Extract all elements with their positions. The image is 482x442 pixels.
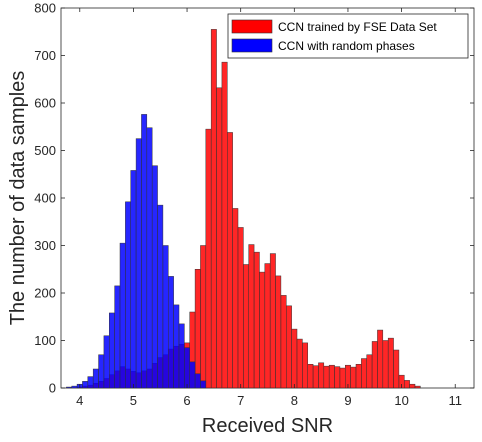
histogram-bar-ccn-with-random-phases-5 [92,368,99,389]
histogram-bar-ccn-trained-by-fse-data-set-55 [371,341,378,389]
histogram-bar-ccn-trained-by-fse-data-set-52 [355,364,362,389]
y-tick-label-200: 200 [34,286,56,301]
histogram-bar-ccn-with-random-phases-23 [189,361,196,389]
histogram-bar-ccn-with-random-phases-10 [119,242,126,389]
histogram-bar-ccn-trained-by-fse-data-set-29 [232,208,239,389]
histogram-bar-ccn-with-random-phases-1 [71,385,78,389]
histogram-bar-ccn-trained-by-fse-data-set-30 [237,227,244,389]
histogram-bar-ccn-trained-by-fse-data-set-27 [221,61,228,389]
legend-label-fse: CCN trained by FSE Data Set [278,20,437,34]
y-tick-label-600: 600 [34,96,56,111]
histogram-bar-ccn-trained-by-fse-data-set-53 [361,358,367,389]
histogram-bar-ccn-trained-by-fse-data-set-63 [414,385,421,389]
histogram-bar-ccn-trained-by-fse-data-set-31 [243,264,249,389]
histogram-bar-ccn-trained-by-fse-data-set-38 [280,295,287,389]
histogram-bar-ccn-trained-by-fse-data-set-25 [210,29,217,389]
histogram-bar-ccn-trained-by-fse-data-set-47 [328,364,335,389]
y-tick-label-300: 300 [34,238,56,253]
histogram-bar-ccn-with-random-phases-7 [103,335,110,389]
histogram-bar-ccn-trained-by-fse-data-set-54 [366,354,373,389]
histogram-bar-ccn-with-random-phases-8 [109,312,115,389]
y-axis-label: The number of data samples [7,71,29,326]
legend: CCN trained by FSE Data Set CCN with ran… [227,13,469,59]
y-tick-label-400: 400 [34,191,56,206]
histogram-bar-ccn-trained-by-fse-data-set-28 [227,132,233,389]
x-tick-label-11: 11 [448,393,462,408]
y-tick-label-500: 500 [34,143,56,158]
y-tick-label-800: 800 [34,1,56,16]
histogram-bar-ccn-trained-by-fse-data-set-48 [334,366,341,389]
bars-group [66,29,421,389]
histogram-bar-ccn-trained-by-fse-data-set-56 [377,329,384,389]
histogram-bar-ccn-with-random-phases-17 [157,204,164,389]
legend-swatch-random [231,38,273,53]
histogram-bar-ccn-trained-by-fse-data-set-57 [382,340,389,389]
histogram-bar-ccn-with-random-phases-12 [130,170,137,389]
x-tick-label-6: 6 [183,393,190,408]
histogram-bar-ccn-trained-by-fse-data-set-33 [253,251,260,389]
y-tick-label-0: 0 [49,381,56,396]
histogram-bar-ccn-with-random-phases-21 [178,323,185,389]
histogram-bar-ccn-trained-by-fse-data-set-58 [387,337,394,389]
histogram-bar-ccn-trained-by-fse-data-set-45 [318,362,325,389]
histogram-bar-ccn-trained-by-fse-data-set-39 [286,305,292,389]
histogram-bar-ccn-trained-by-fse-data-set-62 [409,383,416,389]
tick-labels-group: 4 5 6 7 8 9 10 11 0 100 200 300 400 500 600 700 800 [34,1,462,409]
histogram-bar-ccn-with-random-phases-4 [87,376,94,389]
histogram-bar-ccn-with-random-phases-24 [194,373,201,389]
histogram-bar-ccn-with-random-phases-3 [82,381,89,389]
x-tick-label-7: 7 [237,393,244,408]
histogram-bar-ccn-trained-by-fse-data-set-23 [200,245,207,389]
histogram-bar-ccn-with-random-phases-14 [141,114,148,389]
x-tick-label-8: 8 [291,393,298,408]
histogram-bar-ccn-trained-by-fse-data-set-40 [291,328,298,389]
histogram-bar-ccn-trained-by-fse-data-set-43 [307,364,314,389]
histogram-bar-ccn-with-random-phases-13 [135,138,142,389]
histogram-bar-ccn-with-random-phases-18 [162,245,169,389]
histogram-bar-ccn-with-random-phases-15 [146,127,153,389]
histogram-bar-ccn-with-random-phases-9 [114,285,121,389]
x-tick-label-4: 4 [76,393,83,408]
histogram-bar-ccn-with-random-phases-0 [66,386,72,389]
histogram-bar-ccn-trained-by-fse-data-set-41 [296,338,303,389]
histogram-bar-ccn-trained-by-fse-data-set-51 [350,366,357,389]
histogram-bar-ccn-trained-by-fse-data-set-34 [259,271,266,389]
histogram-bar-ccn-with-random-phases-6 [98,354,105,389]
x-axis-label: Received SNR [202,415,333,437]
ticks-group [61,7,474,389]
histogram-bar-ccn-with-random-phases-22 [184,347,190,389]
histogram-bar-ccn-trained-by-fse-data-set-49 [339,367,346,389]
histogram-bar-ccn-trained-by-fse-data-set-61 [404,380,410,389]
y-tick-label-700: 700 [34,48,56,63]
histogram-bar-ccn-trained-by-fse-data-set-24 [205,128,212,389]
histogram-bar-ccn-trained-by-fse-data-set-35 [264,263,271,389]
histogram-bar-ccn-with-random-phases-19 [168,276,174,389]
histogram-bar-ccn-with-random-phases-11 [125,201,131,389]
x-tick-label-5: 5 [130,393,137,408]
x-tick-label-10: 10 [394,393,408,408]
histogram-bar-ccn-with-random-phases-20 [173,304,180,389]
x-tick-label-9: 9 [344,393,351,408]
legend-label-random: CCN with random phases [278,39,415,53]
legend-swatch-fse [231,19,273,34]
histogram-bar-ccn-trained-by-fse-data-set-44 [312,365,319,389]
histogram-bar-ccn-trained-by-fse-data-set-26 [216,87,223,389]
histogram-bar-ccn-trained-by-fse-data-set-46 [323,365,330,389]
histogram-bar-ccn-with-random-phases-16 [151,165,158,389]
histogram-bar-ccn-trained-by-fse-data-set-42 [302,342,308,389]
histogram-bar-ccn-trained-by-fse-data-set-32 [248,244,255,389]
histogram-bar-ccn-trained-by-fse-data-set-37 [275,275,282,389]
histogram-bar-ccn-with-random-phases-25 [200,380,207,389]
y-tick-label-100: 100 [34,333,56,348]
histogram-bar-ccn-trained-by-fse-data-set-59 [393,349,400,389]
histogram-bar-ccn-trained-by-fse-data-set-36 [269,253,276,389]
histogram-bar-ccn-trained-by-fse-data-set-22 [194,269,201,389]
